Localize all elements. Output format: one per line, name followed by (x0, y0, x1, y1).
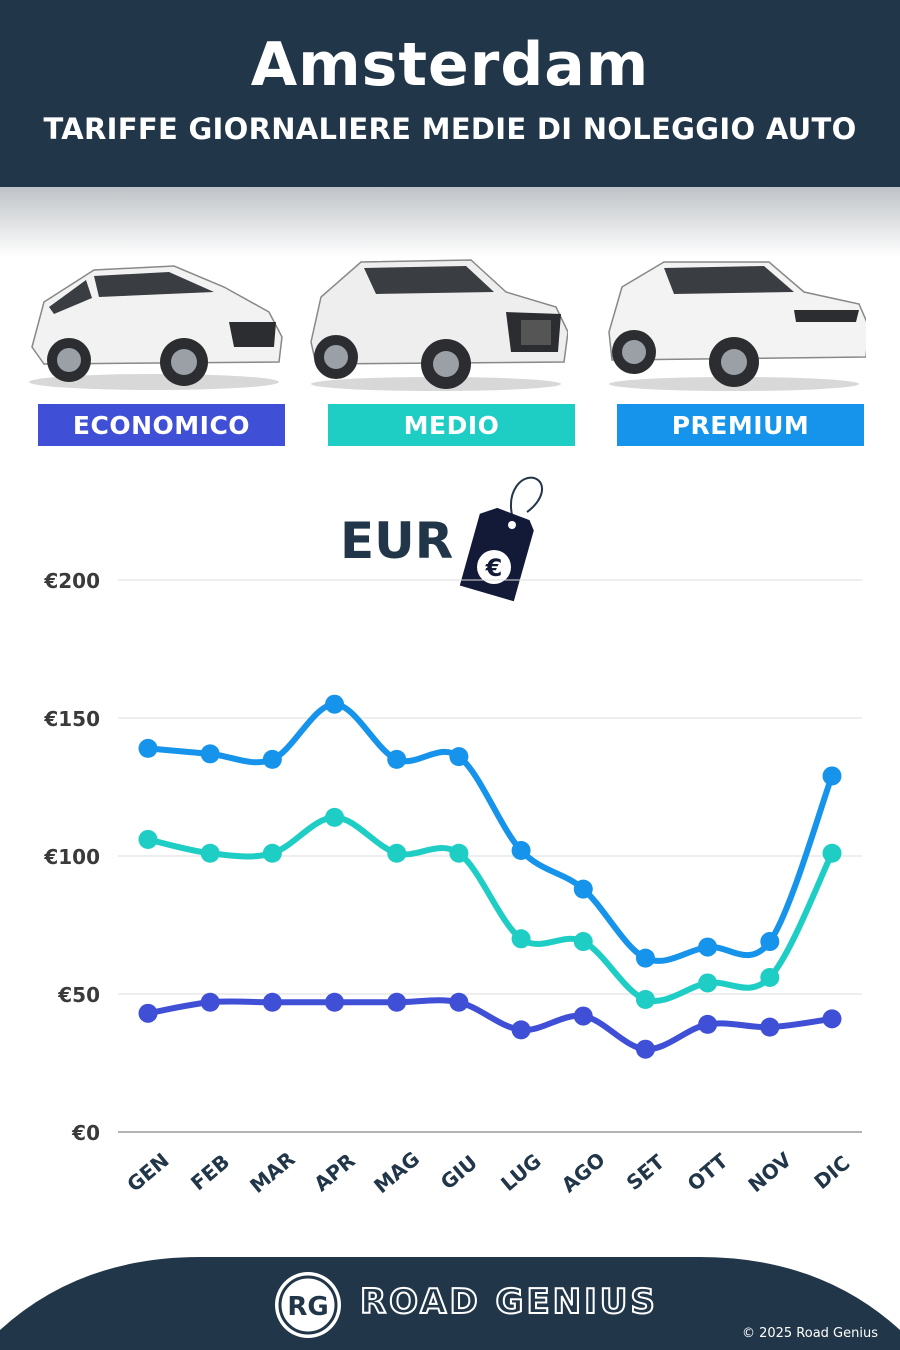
y-tick-label: €50 (57, 983, 100, 1007)
data-point-economico (760, 1017, 780, 1037)
data-point-medio (822, 843, 842, 863)
data-point-premium (511, 840, 531, 860)
data-point-premium (635, 948, 655, 968)
data-point-premium (822, 766, 842, 786)
copyright-text: © 2025 Road Genius (741, 1326, 878, 1341)
x-tick-label: OTT (683, 1148, 733, 1195)
x-tick-label: MAG (369, 1146, 424, 1198)
suv-car-image (310, 259, 568, 391)
y-tick-label: €150 (43, 707, 100, 731)
y-tick-label: €200 (43, 569, 100, 593)
data-point-economico (262, 992, 282, 1012)
currency-label: EUR (340, 512, 454, 570)
euro-symbol: € (485, 554, 503, 582)
data-point-premium (449, 747, 469, 767)
badge-medio: MEDIO (328, 404, 575, 446)
series-line-premium (147, 701, 835, 964)
y-tick-label: €100 (43, 845, 100, 869)
page-subtitle: TARIFFE GIORNALIERE MEDIE DI NOLEGGIO AU… (43, 112, 857, 146)
data-point-medio (387, 843, 407, 863)
footer-banner (0, 1257, 900, 1350)
data-point-medio (138, 829, 158, 849)
x-tick-label: APR (309, 1148, 359, 1196)
data-point-premium (387, 749, 407, 769)
data-point-medio (573, 932, 593, 952)
data-point-premium (262, 749, 282, 769)
data-point-medio (698, 973, 718, 993)
data-point-medio (635, 990, 655, 1010)
x-tick-label: MAR (245, 1147, 299, 1198)
series-line-economico (147, 997, 833, 1053)
x-tick-label: DIC (809, 1151, 854, 1194)
data-point-economico (138, 1003, 158, 1023)
price-tag-icon: € (459, 476, 543, 602)
series-line-medio (147, 814, 835, 1004)
data-point-economico (200, 992, 220, 1012)
header-banner: Amsterdam TARIFFE GIORNALIERE MEDIE DI N… (0, 0, 900, 187)
badge-economico: ECONOMICO (38, 404, 285, 446)
data-point-medio (200, 843, 220, 863)
badge-premium: PREMIUM (617, 404, 864, 446)
road-genius-logo-icon: RG (275, 1272, 341, 1338)
x-tick-label: NOV (743, 1147, 796, 1197)
x-tick-label: GEN (122, 1148, 173, 1196)
data-point-medio (760, 967, 780, 987)
hatchback-car-image (29, 265, 283, 390)
page-title: Amsterdam (250, 30, 650, 100)
data-point-medio (325, 807, 345, 827)
y-tick-label: €0 (71, 1121, 100, 1145)
data-point-medio (262, 843, 282, 863)
data-point-economico (822, 1009, 842, 1029)
logo-monogram: RG (287, 1292, 328, 1322)
line-chart: €0 €50 €100 €150 €200 GEN FEB MAR APR MAG GIU LUG AG… (43, 569, 862, 1198)
header-shadow (0, 187, 900, 257)
data-point-economico (325, 992, 345, 1012)
data-point-premium (138, 738, 158, 758)
data-point-economico (511, 1020, 531, 1040)
data-point-medio (449, 843, 469, 863)
data-point-economico (449, 992, 469, 1012)
data-point-economico (698, 1014, 718, 1034)
x-tick-label: AGO (557, 1147, 610, 1197)
x-tick-label: SET (622, 1149, 670, 1194)
data-point-premium (200, 744, 220, 764)
premium-suv-car-image (608, 261, 866, 391)
data-point-economico (387, 992, 407, 1012)
x-tick-label: FEB (186, 1149, 234, 1195)
data-point-premium (760, 932, 780, 952)
brand-name: ROAD GENIUS (359, 1281, 658, 1323)
data-point-premium (573, 879, 593, 899)
data-point-medio (511, 929, 531, 949)
data-point-premium (698, 937, 718, 957)
data-point-premium (325, 694, 345, 714)
x-tick-label: LUG (496, 1149, 546, 1196)
data-point-economico (573, 1006, 593, 1026)
data-point-economico (635, 1039, 655, 1059)
x-tick-label: GIU (436, 1150, 482, 1194)
